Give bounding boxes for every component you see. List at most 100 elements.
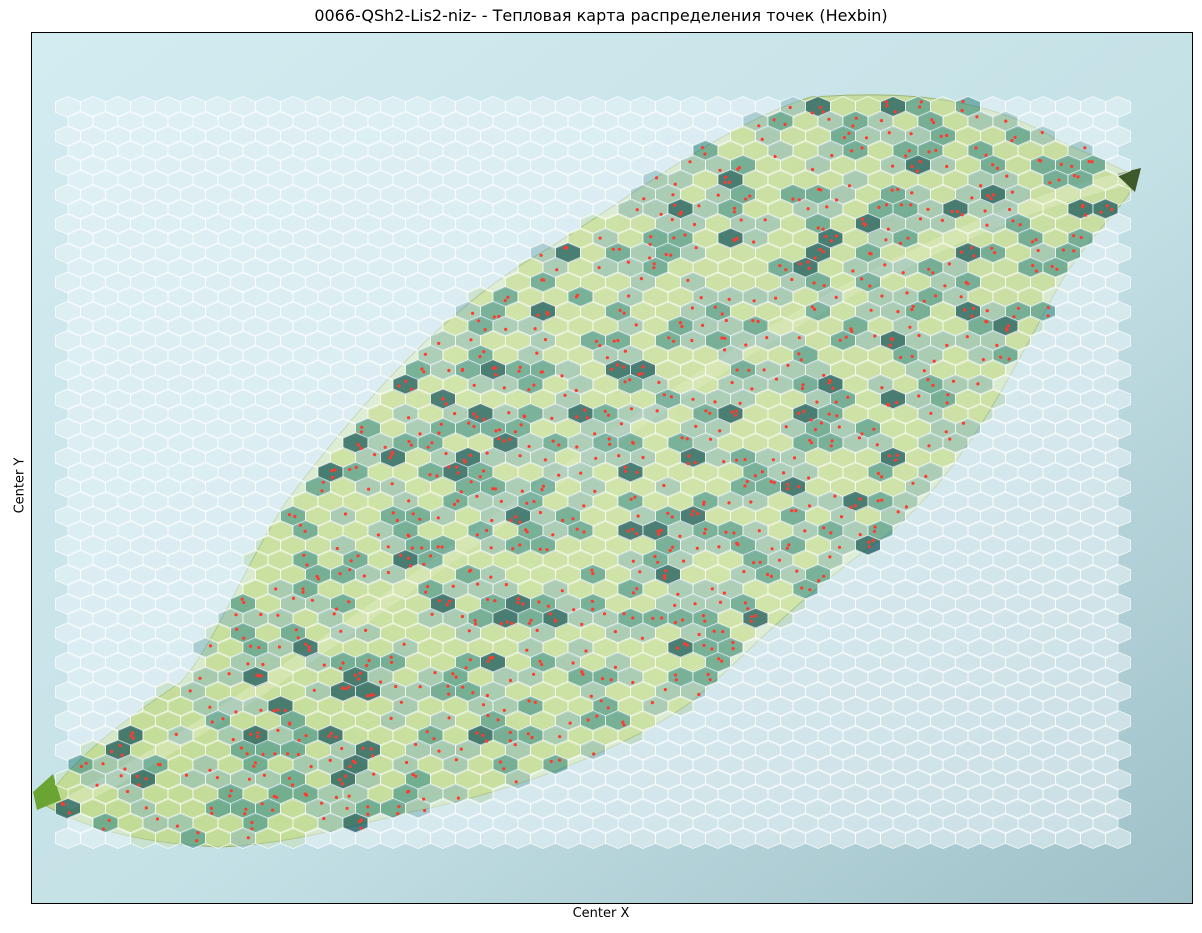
- data-point: [535, 628, 539, 633]
- data-point: [594, 339, 599, 343]
- data-point: [863, 223, 867, 227]
- data-point: [944, 430, 948, 434]
- data-point: [530, 735, 534, 740]
- data-point: [965, 335, 969, 339]
- data-point: [494, 429, 498, 433]
- data-point: [702, 531, 707, 535]
- data-point: [631, 591, 636, 595]
- data-point: [692, 222, 697, 227]
- data-point: [228, 794, 232, 798]
- data-point: [626, 529, 630, 533]
- data-point: [244, 807, 248, 812]
- data-point: [886, 227, 891, 231]
- data-point: [369, 747, 374, 751]
- data-point: [1005, 328, 1009, 332]
- data-point: [617, 454, 621, 458]
- data-point: [240, 597, 244, 601]
- data-point: [532, 499, 536, 504]
- data-point: [718, 600, 723, 604]
- data-point: [520, 489, 524, 493]
- data-point: [1057, 178, 1061, 182]
- data-point: [896, 310, 900, 314]
- data-point: [670, 515, 674, 519]
- data-point: [275, 795, 279, 799]
- data-point: [519, 423, 523, 427]
- data-point: [849, 505, 853, 509]
- data-point: [871, 538, 875, 542]
- data-point: [1072, 174, 1076, 178]
- data-point: [348, 764, 352, 769]
- data-point: [1036, 248, 1040, 253]
- data-point: [723, 336, 727, 340]
- data-point: [533, 700, 538, 705]
- data-point: [585, 416, 590, 420]
- data-point: [656, 529, 661, 533]
- data-point: [810, 305, 815, 309]
- data-point: [974, 146, 978, 150]
- data-point: [821, 250, 826, 254]
- data-point: [701, 614, 706, 618]
- data-point: [951, 379, 956, 383]
- data-point: [742, 570, 746, 574]
- data-point: [880, 475, 884, 479]
- data-point: [822, 373, 826, 377]
- data-point: [606, 706, 610, 710]
- data-point: [970, 196, 974, 200]
- data-point: [406, 533, 410, 537]
- data-point: [353, 673, 357, 677]
- data-point: [758, 560, 762, 564]
- data-point: [551, 439, 555, 443]
- data-point: [792, 456, 797, 460]
- data-point: [84, 761, 88, 765]
- data-point: [910, 191, 914, 195]
- data-point: [262, 773, 266, 777]
- data-point: [868, 284, 872, 288]
- data-point: [507, 437, 512, 442]
- data-point: [486, 713, 490, 718]
- data-point: [696, 512, 700, 516]
- data-point: [754, 614, 758, 618]
- data-point: [549, 759, 553, 764]
- data-point: [235, 627, 239, 632]
- data-point: [540, 488, 544, 492]
- data-point: [307, 648, 311, 652]
- data-point: [933, 294, 938, 298]
- data-point: [772, 118, 776, 122]
- data-point: [493, 599, 497, 603]
- data-point: [894, 458, 898, 462]
- data-point: [730, 380, 734, 385]
- data-point: [766, 572, 770, 577]
- data-point: [338, 778, 342, 782]
- data-point: [304, 642, 308, 646]
- data-point: [888, 343, 892, 347]
- data-point: [477, 319, 481, 323]
- data-point: [961, 99, 965, 104]
- data-point: [475, 415, 479, 419]
- data-point: [639, 277, 644, 281]
- data-point: [749, 500, 753, 504]
- data-point: [911, 304, 915, 309]
- data-point: [448, 599, 452, 603]
- data-point: [407, 499, 411, 503]
- data-point: [518, 454, 522, 458]
- data-point: [622, 311, 626, 315]
- data-point: [732, 206, 737, 210]
- data-point: [525, 530, 529, 534]
- data-point: [327, 734, 331, 739]
- data-point: [917, 333, 921, 338]
- data-point: [901, 271, 905, 275]
- data-point: [869, 308, 873, 312]
- data-point: [904, 505, 909, 509]
- data-point: [702, 500, 706, 504]
- data-point: [895, 453, 899, 457]
- data-point: [985, 223, 989, 227]
- data-point: [582, 530, 586, 534]
- data-point: [757, 529, 761, 533]
- data-point: [858, 533, 862, 537]
- data-point: [274, 587, 278, 591]
- data-point: [947, 262, 952, 266]
- data-point: [790, 277, 794, 282]
- data-point: [208, 644, 213, 648]
- data-point: [473, 622, 477, 626]
- data-point: [276, 708, 280, 712]
